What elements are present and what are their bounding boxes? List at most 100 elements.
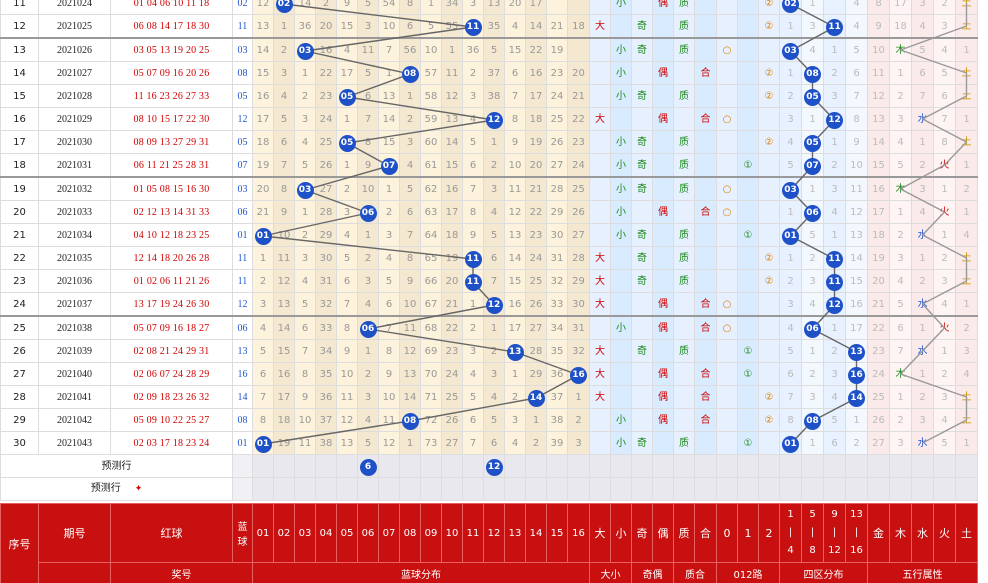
predict-blue-cell[interactable]: [232, 454, 253, 478]
predict-cell[interactable]: [673, 477, 695, 501]
issue-number: 2021039: [38, 339, 111, 363]
predict-cell[interactable]: [801, 454, 824, 478]
predict-cell[interactable]: [889, 454, 912, 478]
attr-o: ○: [716, 107, 738, 131]
predict-cell[interactable]: [694, 454, 717, 478]
predict-cell[interactable]: [955, 454, 978, 478]
blue-dist-cell: 17: [504, 315, 526, 340]
blue-ball: 11: [232, 14, 253, 39]
predict-cell[interactable]: [801, 477, 824, 501]
predict-ball[interactable]: 6: [359, 458, 377, 476]
predict-cell[interactable]: [652, 477, 674, 501]
wuxing-cell: 10: [867, 37, 890, 62]
predict-cell[interactable]: 12: [483, 454, 505, 478]
predict-cell[interactable]: [357, 477, 379, 501]
predict-cell[interactable]: [567, 454, 590, 478]
predict-cell[interactable]: [631, 477, 653, 501]
blue-dist-cell: 1: [399, 431, 421, 455]
predict-cell[interactable]: [610, 477, 632, 501]
predict-ball[interactable]: 12: [485, 458, 503, 476]
predict-cell[interactable]: [823, 477, 846, 501]
predict-cell[interactable]: [737, 477, 759, 501]
predict-cell[interactable]: [378, 477, 400, 501]
predict-cell[interactable]: [567, 477, 590, 501]
predict-cell[interactable]: [867, 477, 890, 501]
predict-cell[interactable]: [758, 477, 780, 501]
blue-dist-hit: 11: [462, 269, 484, 293]
predict-cell[interactable]: [336, 477, 358, 501]
attr-zc: [673, 292, 695, 317]
attr-ds: 小: [610, 130, 632, 154]
predict-cell[interactable]: [546, 454, 568, 478]
predict-cell[interactable]: [737, 454, 759, 478]
predict-cell[interactable]: [273, 477, 295, 501]
attr-r2: [758, 200, 780, 224]
wuxing-cell: 20: [867, 269, 890, 293]
wuxing-cell: 7: [911, 84, 934, 108]
predict-cell[interactable]: [315, 477, 337, 501]
predict-cell[interactable]: [673, 454, 695, 478]
predict-cell[interactable]: [525, 454, 547, 478]
predict-cell[interactable]: [955, 477, 978, 501]
predict-cell[interactable]: [273, 454, 295, 478]
predict-cell[interactable]: [420, 477, 442, 501]
predict-cell[interactable]: [652, 454, 674, 478]
predict-cell[interactable]: [779, 477, 802, 501]
predict-cell[interactable]: [462, 477, 484, 501]
wuxing-cell: 土: [955, 130, 978, 154]
predict-cell[interactable]: [911, 477, 934, 501]
sort-arrow-icon[interactable]: ✦: [134, 484, 143, 494]
predict-cell[interactable]: 6: [357, 454, 379, 478]
predict-cell[interactable]: [610, 454, 632, 478]
predict-cell[interactable]: [694, 477, 717, 501]
wuxing-cell: 水: [911, 339, 934, 363]
predict-cell[interactable]: [631, 454, 653, 478]
wuxing-cell: 7: [889, 339, 912, 363]
wuxing-hit: 木: [895, 368, 906, 380]
predict-cell[interactable]: [823, 454, 846, 478]
predict-cell[interactable]: [294, 454, 316, 478]
predict-cell[interactable]: [779, 454, 802, 478]
predict-cell[interactable]: [294, 477, 316, 501]
predict-blue-cell[interactable]: [232, 477, 253, 501]
predict-cell[interactable]: [504, 477, 526, 501]
attr-sz: 大: [589, 269, 611, 293]
predict-cell[interactable]: [504, 454, 526, 478]
predict-cell[interactable]: [336, 454, 358, 478]
predict-cell[interactable]: [420, 454, 442, 478]
predict-cell[interactable]: [758, 454, 780, 478]
predict-cell[interactable]: [889, 477, 912, 501]
header-blue: 蓝球: [232, 503, 253, 563]
predict-cell[interactable]: [315, 454, 337, 478]
predict-cell[interactable]: [525, 477, 547, 501]
quad-hit: 12: [823, 292, 846, 317]
predict-cell[interactable]: [845, 454, 868, 478]
wuxing-cell: 1: [911, 130, 934, 154]
predict-cell[interactable]: [399, 454, 421, 478]
blue-dist-cell: 6: [336, 269, 358, 293]
blue-dist-cell: 2: [378, 200, 400, 224]
predict-cell[interactable]: [462, 454, 484, 478]
predict-cell[interactable]: [933, 454, 956, 478]
predict-cell[interactable]: [911, 454, 934, 478]
predict-cell[interactable]: [716, 454, 738, 478]
predict-cell[interactable]: [252, 454, 274, 478]
attr-ds: 小: [610, 200, 632, 224]
predict-cell[interactable]: [546, 477, 568, 501]
predict-cell[interactable]: [441, 454, 463, 478]
predict-cell[interactable]: [399, 477, 421, 501]
predict-cell[interactable]: [845, 477, 868, 501]
predict-cell[interactable]: [933, 477, 956, 501]
blue-dist-cell: 6: [504, 61, 526, 85]
predict-cell[interactable]: [716, 477, 738, 501]
predict-cell[interactable]: [483, 477, 505, 501]
predict-cell[interactable]: [589, 477, 611, 501]
predict-cell[interactable]: [867, 454, 890, 478]
predict-cell[interactable]: [378, 454, 400, 478]
predict-cell[interactable]: [441, 477, 463, 501]
quad-hit: 05: [801, 130, 824, 154]
predict-cell[interactable]: [252, 477, 274, 501]
wuxing-cell: 1: [955, 37, 978, 62]
group-primality: 质合: [673, 562, 717, 583]
predict-cell[interactable]: [589, 454, 611, 478]
